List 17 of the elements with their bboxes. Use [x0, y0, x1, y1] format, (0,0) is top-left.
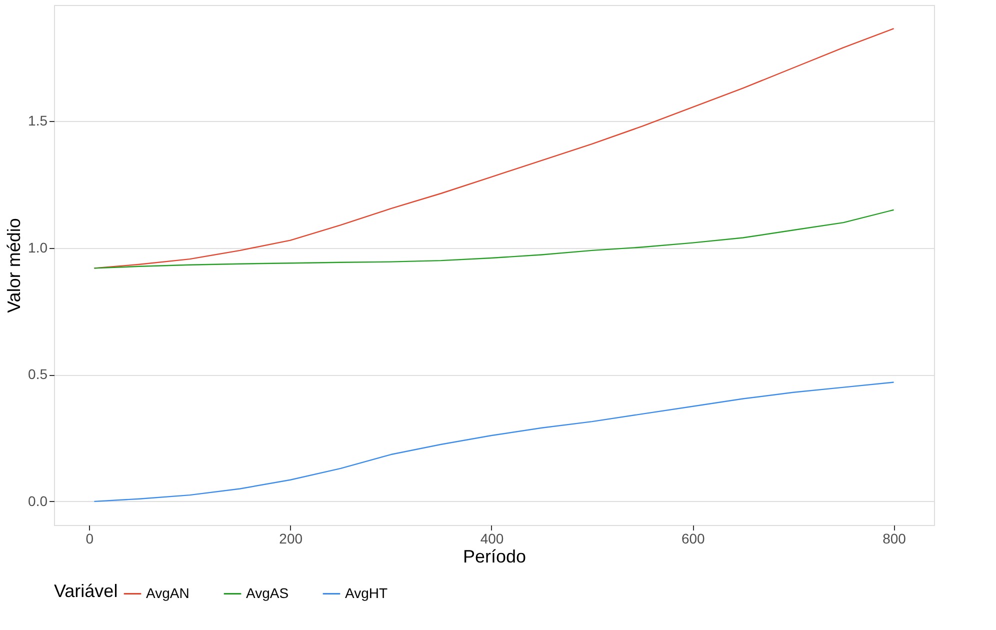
- line-series: [94, 382, 894, 502]
- legend-title: Variável: [54, 581, 118, 601]
- x-tick-label: 400: [480, 530, 504, 546]
- y-tick-label: 1.5: [28, 112, 48, 129]
- x-tick-label: 600: [681, 530, 706, 546]
- y-tick-label: 1.0: [28, 239, 48, 256]
- legend-label: AvgHT: [345, 584, 388, 601]
- line-series: [94, 209, 894, 269]
- x-axis-title: Período: [462, 546, 526, 566]
- y-axis-title: Valor médio: [4, 218, 24, 313]
- y-tick-label: 0.5: [28, 366, 48, 382]
- x-tick-label: 0: [86, 530, 94, 546]
- legend-label: AvgAN: [146, 584, 190, 601]
- x-tick-label: 800: [882, 530, 906, 546]
- x-tick-label: 200: [279, 530, 303, 546]
- legend-label: AvgAS: [246, 584, 289, 601]
- y-tick-label: 0.0: [28, 492, 48, 509]
